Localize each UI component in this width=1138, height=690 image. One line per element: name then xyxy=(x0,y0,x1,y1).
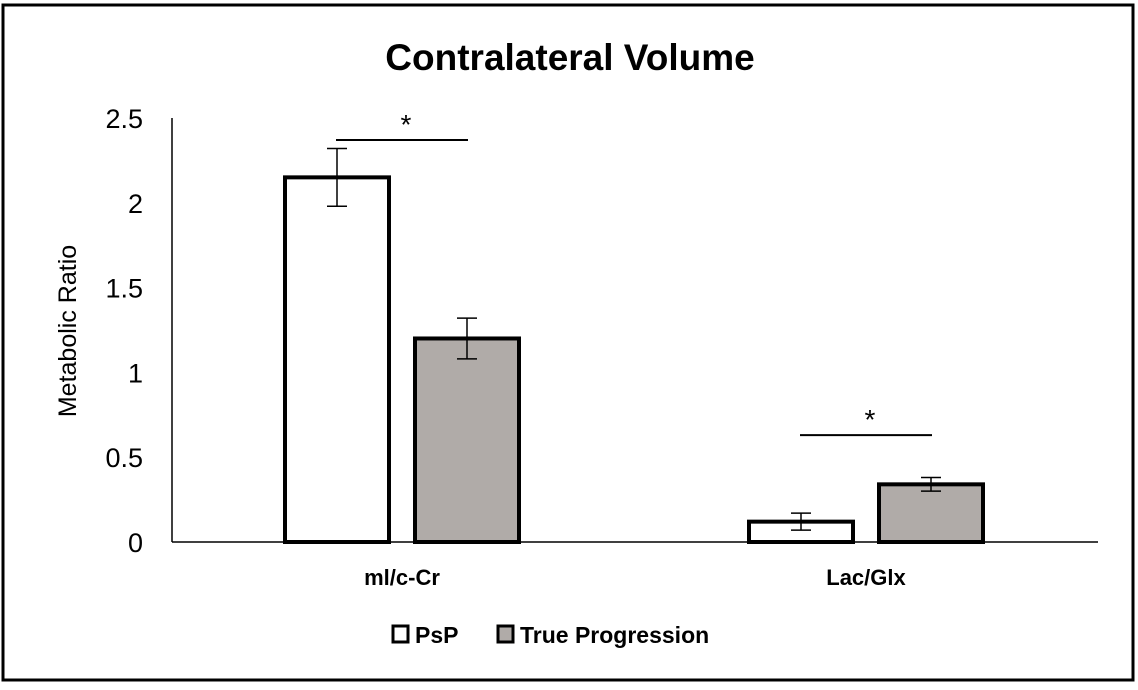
chart-frame xyxy=(1,3,1135,682)
significance-asterisk: * xyxy=(865,404,876,435)
y-tick-label: 1 xyxy=(128,358,143,388)
y-tick-label: 0 xyxy=(128,528,143,558)
y-tick-label: 1.5 xyxy=(105,274,143,304)
x-tick-label: ml/c-Cr xyxy=(364,565,440,590)
y-tick-label: 2 xyxy=(128,189,143,219)
bar-true-progression xyxy=(413,336,521,545)
bar-true-progression xyxy=(877,482,985,544)
x-tick-label: Lac/Glx xyxy=(826,565,906,590)
plot-area: 0 0.5 1 1.5 2 2.5 ml/c-Cr Lac/Glx * * xyxy=(105,104,1098,590)
y-tick-label: 0.5 xyxy=(105,443,143,473)
bar-psp xyxy=(283,175,391,545)
y-tick-label: 2.5 xyxy=(105,104,143,134)
legend-swatch xyxy=(391,624,410,644)
y-axis-label: Metabolic Ratio xyxy=(54,245,82,417)
legend-swatch xyxy=(496,624,515,644)
significance-asterisk: * xyxy=(401,109,412,140)
legend-label: True Progression xyxy=(520,622,709,648)
legend: PsP True Progression xyxy=(391,622,709,648)
legend-label: PsP xyxy=(415,622,458,648)
chart-title: Contralateral Volume xyxy=(385,37,754,78)
